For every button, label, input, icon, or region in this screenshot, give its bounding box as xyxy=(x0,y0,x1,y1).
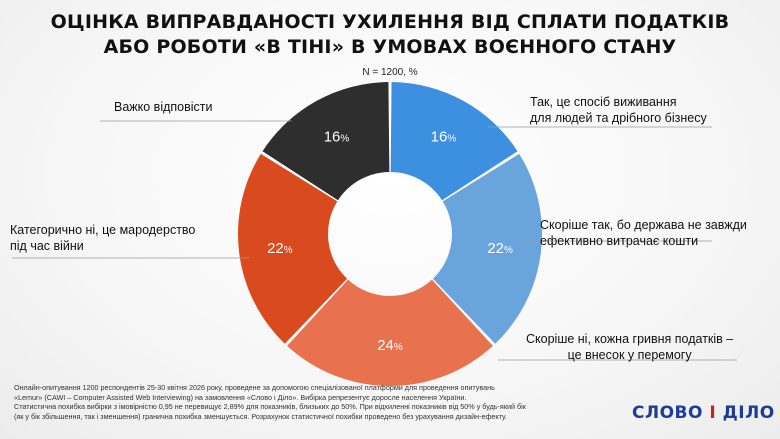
slice-value-label: 22% xyxy=(267,240,293,257)
slice-label-line: Скоріше так, бо держава не завжди xyxy=(540,218,747,232)
slice-value-label: 16% xyxy=(324,129,350,146)
brand-logo: СЛОВО І ДІЛО xyxy=(632,403,775,427)
slice-label-line: це внесок у перемогу xyxy=(567,348,692,362)
logo-left: СЛОВО xyxy=(632,403,703,423)
footer-line: Статистична похибка вибірки з імовірніст… xyxy=(14,402,526,412)
slice-label-line: Категорично ні, це мародерство xyxy=(10,223,196,237)
donut-slice xyxy=(390,82,518,201)
slice-label-line: ефективно витрачає кошти xyxy=(540,234,699,248)
footer-line: «Lemur» (CAWI – Computer Assisted Web In… xyxy=(14,392,467,402)
slice-label-definitely-no: Категорично ні, це мародерство під час в… xyxy=(10,222,195,254)
slice-label-hard-to-say: Важко відповісти xyxy=(114,99,213,115)
slice-label-line: Так, це спосіб виживання xyxy=(530,95,677,109)
logo-right: ДІЛО xyxy=(722,403,775,423)
slice-label-rather-yes: Скоріше так, бо держава не завжди ефекти… xyxy=(540,217,747,249)
donut-slice xyxy=(262,82,390,201)
donut-slice xyxy=(287,279,493,386)
slice-label-line: Важко відповісти xyxy=(114,100,213,114)
slice-value-label: 22% xyxy=(487,240,513,257)
chart-title: ОЦІНКА ВИПРАВДАНОСТІ УХИЛЕННЯ ВІД СПЛАТИ… xyxy=(0,10,780,60)
title-line-1: ОЦІНКА ВИПРАВДАНОСТІ УХИЛЕННЯ ВІД СПЛАТИ… xyxy=(50,11,730,33)
slice-label-yes-survival: Так, це спосіб виживання для людей та др… xyxy=(530,94,707,126)
logo-middle: І xyxy=(709,403,717,423)
slice-label-rather-no: Скоріше ні, кожна гривня податків – це в… xyxy=(526,331,733,363)
slice-value-label: 24% xyxy=(377,337,403,354)
slice-label-line: Скоріше ні, кожна гривня податків – xyxy=(526,332,734,346)
chart-subtitle: N = 1200, % xyxy=(362,67,418,78)
donut-slice xyxy=(432,153,542,344)
donut-slice xyxy=(238,153,348,344)
footer-line: (як у бік збільшення, так і зменшення) г… xyxy=(14,411,507,421)
slice-value-label: 16% xyxy=(431,129,457,146)
footer-line: Онлайн-опитування 1200 респондентів 25-3… xyxy=(14,383,495,392)
title-line-2: АБО РОБОТИ «В ТІНІ» В УМОВАХ ВОЄННОГО СТ… xyxy=(103,36,677,58)
slice-label-line: під час війни xyxy=(10,239,84,253)
slice-label-line: для людей та дрібного бізнесу xyxy=(530,111,707,125)
methodology-note: Онлайн-опитування 1200 респондентів 25-3… xyxy=(14,383,574,421)
